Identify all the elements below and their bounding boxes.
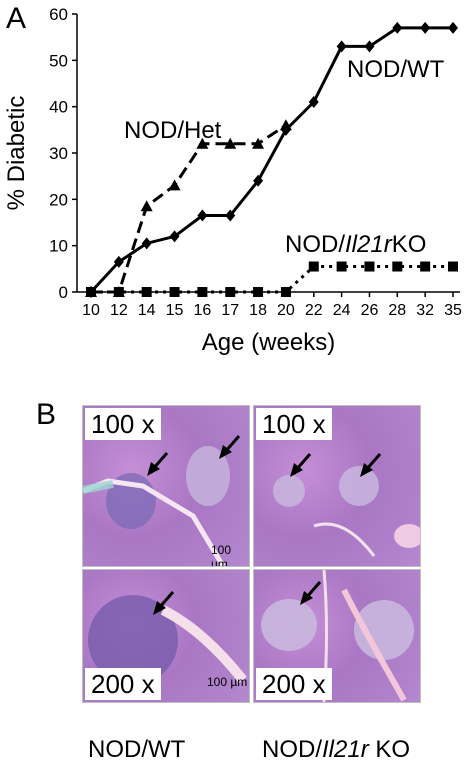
scale-bar-label: 100 µm: [207, 675, 248, 689]
data-point-diamond: [308, 96, 319, 109]
data-point-diamond: [448, 21, 458, 34]
data-point-square: [253, 287, 264, 297]
scale-bar-label: 100 µm: [211, 543, 232, 567]
data-point-square: [392, 261, 403, 272]
tissue-texture: [88, 591, 247, 685]
data-point-square: [280, 287, 291, 297]
data-point-square: [86, 287, 96, 297]
y-tick-label: 30: [49, 144, 68, 163]
magnification-label: 200 x: [85, 668, 161, 700]
data-point-square: [364, 261, 375, 272]
series-label-ko: NOD/Il21rKO: [285, 231, 426, 258]
x-tick-label: 26: [361, 302, 379, 319]
data-point-diamond: [364, 40, 375, 53]
y-tick-label: 60: [49, 5, 68, 24]
tissue-texture: [273, 453, 420, 557]
caption-wt: NOD/WT: [88, 736, 186, 763]
series-line-0: [89, 26, 453, 294]
data-point-diamond: [336, 40, 347, 53]
x-tick-label: 15: [166, 302, 184, 319]
data-point-square: [448, 261, 458, 272]
micrograph-ko-200x: 200 x: [253, 569, 421, 703]
data-point-square: [113, 287, 124, 297]
data-point-square: [141, 287, 152, 297]
x-tick-label: 10: [82, 302, 100, 319]
y-tick-label: 50: [49, 51, 68, 70]
y-axis-title: % Diabetic: [3, 96, 30, 211]
x-tick-label: 12: [110, 302, 128, 319]
y-tick-label: 20: [49, 190, 68, 209]
data-point-diamond: [141, 237, 152, 250]
y-tick-label: 40: [49, 98, 68, 117]
arrow-head: [300, 591, 313, 605]
y-tick-label: 0: [59, 283, 68, 302]
data-point-square: [420, 261, 431, 272]
data-point-square: [197, 287, 208, 297]
data-point-triangle: [252, 137, 265, 149]
y-tick-label: 10: [49, 237, 68, 256]
arrow-2-head: [219, 445, 232, 459]
data-point-square: [169, 287, 180, 297]
panel-a-letter: A: [6, 2, 27, 35]
data-point-diamond: [197, 209, 208, 222]
series-label-het: NOD/Het: [124, 117, 222, 144]
micrograph-wt-100x: 100 x 100 µm: [82, 405, 250, 567]
data-point-diamond: [253, 174, 264, 187]
data-point-square: [308, 261, 319, 272]
x-axis-title: Age (weeks): [202, 329, 335, 356]
diabetes-incidence-chart: 0 10 20 30 40 50 60 10 12 14 15 16 17 18 20 22 24 26 28 32 3…: [3, 5, 462, 356]
data-point-diamond: [169, 230, 180, 243]
arrow-1-head: [147, 462, 160, 476]
data-point-triangle: [279, 119, 292, 131]
x-tick-label: 14: [138, 302, 156, 319]
data-point-diamond: [392, 21, 403, 34]
data-point-square: [225, 287, 236, 297]
x-tick-label: 20: [277, 302, 295, 319]
data-point-triangle: [168, 179, 181, 191]
micrograph-wt-200x: 200 x 100 µm: [82, 569, 250, 703]
data-point-triangle: [224, 137, 237, 149]
panel-b-letter: B: [36, 398, 57, 431]
data-point-diamond: [225, 209, 236, 222]
x-tick-label: 35: [444, 302, 462, 319]
x-tick-label: 28: [388, 302, 406, 319]
data-point-square: [336, 261, 347, 272]
tissue-texture: [83, 435, 241, 566]
arrow-2-head: [360, 463, 373, 477]
x-tick-label: 17: [221, 302, 239, 319]
magnification-label: 100 x: [85, 408, 161, 440]
data-point-diamond: [420, 21, 431, 34]
x-tick-label: 16: [193, 302, 211, 319]
x-tick-label: 18: [249, 302, 267, 319]
arrow-head: [153, 601, 166, 615]
x-tick-label: 32: [416, 302, 434, 319]
data-point-triangle: [140, 200, 153, 212]
x-tick-label: 22: [305, 302, 323, 319]
data-point-diamond: [113, 255, 124, 268]
micrograph-ko-100x: 100 x: [253, 405, 421, 567]
caption-ko: NOD/Il21r KO: [262, 736, 411, 763]
x-tick-label: 24: [333, 302, 351, 319]
series-label-wt: NOD/WT: [347, 56, 445, 83]
series-line-1: [91, 123, 287, 294]
data-point-triangle: [196, 137, 209, 149]
magnification-label: 200 x: [256, 668, 332, 700]
magnification-label: 100 x: [256, 408, 332, 440]
tissue-texture: [261, 570, 414, 702]
arrow-1-head: [290, 463, 303, 477]
